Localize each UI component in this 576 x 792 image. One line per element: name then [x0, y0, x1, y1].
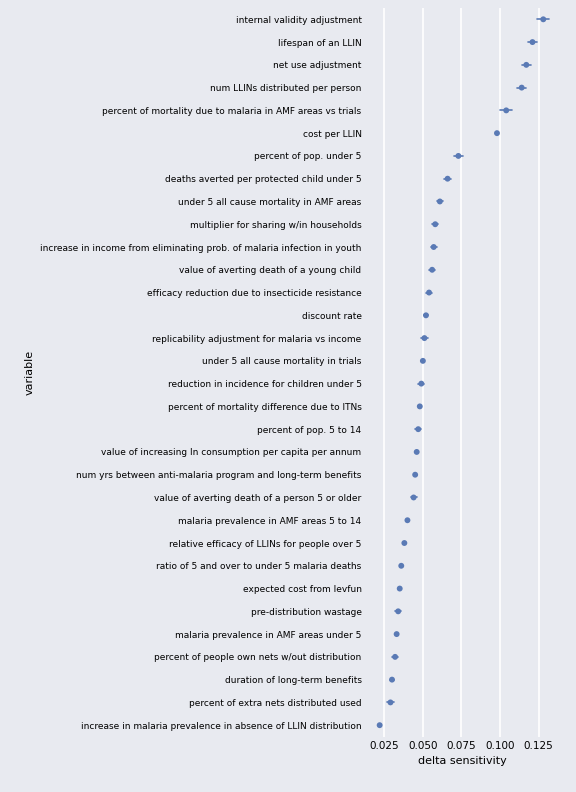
Point	[502, 104, 511, 116]
Point	[443, 173, 452, 185]
Point	[412, 446, 421, 459]
X-axis label: delta sensitivity: delta sensitivity	[418, 756, 507, 767]
Point	[517, 82, 526, 94]
Point	[375, 719, 384, 732]
Point	[392, 628, 401, 641]
Point	[414, 423, 423, 436]
Point	[388, 673, 397, 686]
Point	[522, 59, 531, 71]
Point	[429, 241, 438, 253]
Point	[415, 400, 425, 413]
Point	[403, 514, 412, 527]
Point	[411, 468, 420, 481]
Point	[528, 36, 537, 48]
Point	[393, 605, 403, 618]
Point	[400, 537, 409, 550]
Point	[492, 127, 502, 139]
Point	[395, 582, 404, 595]
Point	[391, 650, 400, 663]
Point	[418, 355, 427, 367]
Y-axis label: variable: variable	[25, 350, 35, 394]
Point	[386, 696, 395, 709]
Point	[427, 264, 437, 276]
Point	[416, 377, 426, 390]
Point	[431, 218, 440, 230]
Point	[454, 150, 463, 162]
Point	[435, 195, 445, 208]
Point	[425, 286, 434, 299]
Point	[397, 559, 406, 572]
Point	[409, 491, 418, 504]
Point	[422, 309, 431, 322]
Point	[420, 332, 429, 345]
Point	[539, 13, 548, 25]
